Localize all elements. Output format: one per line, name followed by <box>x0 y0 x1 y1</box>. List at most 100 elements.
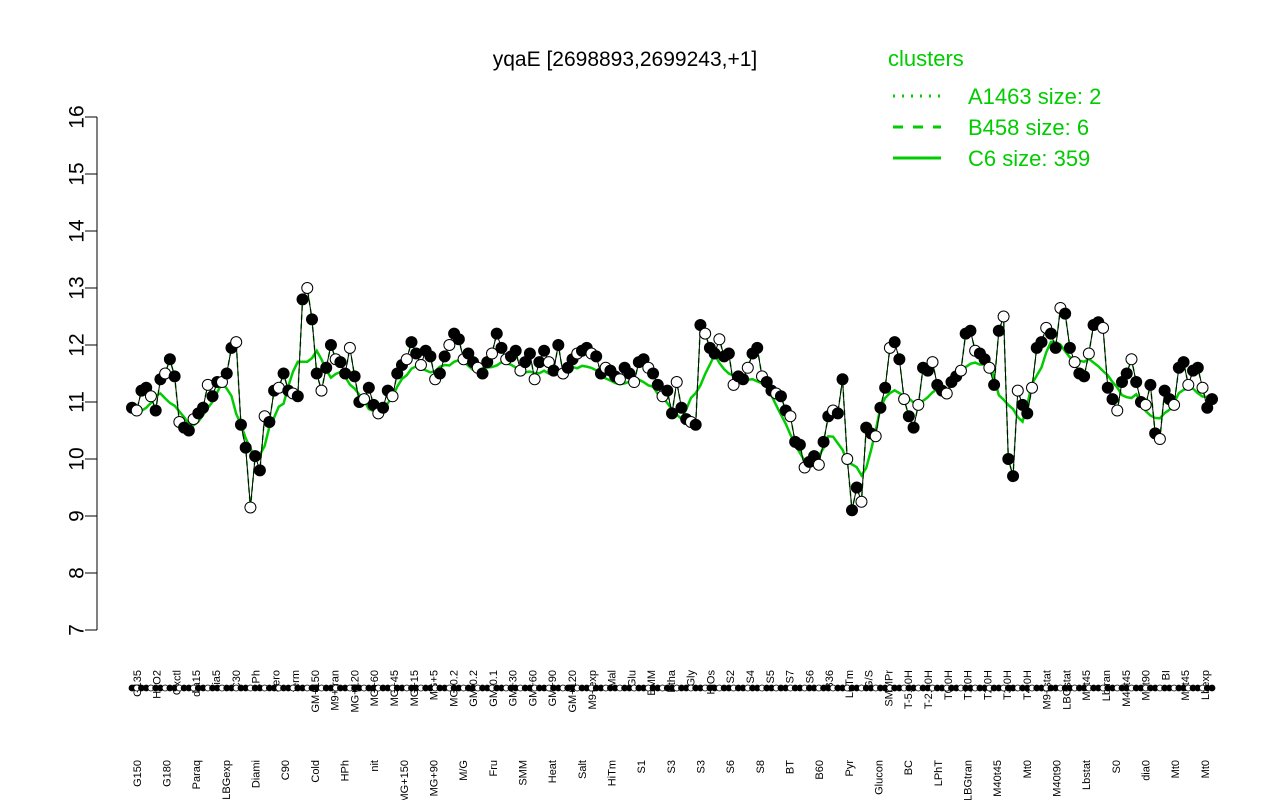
data-point <box>689 418 702 431</box>
data-point <box>661 384 674 397</box>
x-tick-label: S5 <box>765 670 777 683</box>
x-tick-label: HPh <box>340 760 352 781</box>
data-point <box>249 450 262 463</box>
data-point <box>1153 433 1166 446</box>
data-point <box>523 347 536 360</box>
data-point <box>163 353 176 366</box>
data-point <box>784 410 797 423</box>
data-point <box>1125 353 1138 366</box>
legend: clusters A1463 size: 2 B458 size: 6 C6 siz… <box>888 46 1101 171</box>
data-point <box>793 438 806 451</box>
x-tick-label: Mt0 <box>1022 760 1034 778</box>
x-tick-label: M0t45 <box>1180 670 1192 701</box>
x-tick-label: MG+150 <box>399 760 411 800</box>
x-tick-label: SMM <box>518 760 530 786</box>
data-point <box>850 481 863 494</box>
data-point <box>940 387 953 400</box>
x-tick-label: Heat <box>547 760 559 783</box>
data-point <box>1196 381 1209 394</box>
x-tick-label: Mt0 <box>1200 760 1212 778</box>
data-point <box>647 367 660 380</box>
data-point <box>320 361 333 374</box>
y-tick-label: 7 <box>66 624 89 636</box>
legend-entries: A1463 size: 2 B458 size: 6 C6 size: 359 <box>893 84 1101 171</box>
data-point <box>997 310 1010 323</box>
data-point <box>230 336 243 349</box>
x-tick-label: BT <box>785 760 797 774</box>
x-tick-label: G135 <box>132 670 144 697</box>
data-point <box>1144 378 1157 391</box>
data-point <box>386 390 399 403</box>
x-tick-label: G180 <box>162 760 174 787</box>
data-point <box>992 324 1005 337</box>
data-point <box>509 344 522 357</box>
x-tick-label: S2 <box>725 670 737 683</box>
data-point <box>197 401 210 414</box>
data-point <box>528 373 541 386</box>
data-point <box>552 339 565 351</box>
data-point <box>1139 398 1152 411</box>
data-point <box>130 404 143 417</box>
y-tick-label: 11 <box>66 391 89 413</box>
x-tick-label: nit <box>369 760 381 772</box>
x-tick-label: Oxctl <box>171 670 183 695</box>
data-point <box>774 390 787 403</box>
data-point <box>902 410 915 423</box>
data-point <box>1177 356 1190 369</box>
data-point <box>670 376 683 389</box>
data-point <box>666 407 678 420</box>
chart-title: yqaE [2698893,2699243,+1] <box>493 48 758 71</box>
y-tick-label: 13 <box>66 276 89 299</box>
y-tick-label: 9 <box>66 510 89 522</box>
data-point <box>1063 341 1076 354</box>
data-point <box>424 350 437 363</box>
legend-label: A1463 size: 2 <box>968 84 1101 109</box>
data-point <box>182 424 195 437</box>
data-point <box>1035 336 1048 349</box>
x-tick-label: dia0 <box>1141 760 1153 781</box>
data-point <box>699 327 712 340</box>
x-tick-label: M/G <box>458 760 470 781</box>
data-point <box>306 313 318 326</box>
x-tick-label: LBGtran <box>963 760 975 800</box>
data-point <box>291 390 304 403</box>
data-point <box>315 384 328 397</box>
data-point <box>590 350 603 363</box>
data-point <box>888 336 901 349</box>
data-point <box>912 398 925 411</box>
data-point <box>220 367 233 380</box>
x-tick-label: Cold <box>310 760 322 783</box>
data-point <box>263 415 276 428</box>
x-tick-label: S0 <box>1111 760 1123 773</box>
data-point <box>452 333 465 346</box>
data-point <box>988 378 1001 391</box>
data-point <box>855 495 868 508</box>
data-point <box>1078 370 1091 383</box>
x-tick-label: G150 <box>132 760 144 787</box>
y-tick-label: 12 <box>66 333 89 356</box>
x-dot <box>1208 684 1216 692</box>
data-point <box>836 373 849 386</box>
x-tick-label: LBGexp <box>221 760 233 800</box>
data-point <box>898 393 911 406</box>
data-point <box>358 393 371 406</box>
data-point <box>831 407 844 420</box>
data-point <box>722 347 735 360</box>
data-point <box>1068 356 1081 369</box>
x-tick-label: H2O2 <box>152 670 164 699</box>
x-tick-label: S8 <box>755 760 767 773</box>
y-axis-ticks: 7 8 9 10 11 12 13 14 15 16 <box>66 105 97 636</box>
data-point <box>983 361 996 374</box>
x-tick-label: dia15 <box>191 670 203 697</box>
data-point <box>1168 398 1181 411</box>
data-point <box>334 356 347 369</box>
data-point <box>343 341 356 354</box>
x-tick-label: M40t90 <box>1052 760 1064 797</box>
data-point <box>893 353 906 366</box>
data-point <box>628 376 641 389</box>
data-point <box>713 333 726 346</box>
data-point <box>1082 347 1095 360</box>
x-tick-label: Glucon <box>874 760 886 795</box>
x-axis-dots <box>128 684 1216 692</box>
